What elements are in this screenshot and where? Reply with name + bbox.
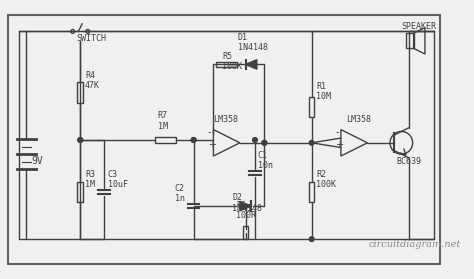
Text: -: - [335, 127, 339, 137]
Bar [243, 226, 248, 239]
Text: LM358: LM358 [346, 115, 372, 124]
Circle shape [253, 138, 257, 142]
Text: R4
47K: R4 47K [85, 71, 100, 90]
Text: C1
10n: C1 10n [258, 151, 273, 170]
Text: R7
1M: R7 1M [158, 111, 168, 131]
Polygon shape [240, 201, 251, 211]
Text: circuitdiagram.net: circuitdiagram.net [368, 240, 461, 249]
Text: R3
1M: R3 1M [85, 170, 95, 189]
Text: 9V: 9V [31, 156, 43, 165]
Text: R6
100R: R6 100R [236, 201, 256, 220]
Circle shape [191, 138, 196, 142]
Text: BC639: BC639 [397, 157, 421, 165]
Text: D2
1N4148: D2 1N4148 [232, 193, 262, 213]
Text: SWITCH: SWITCH [76, 34, 107, 43]
Bar [77, 182, 83, 202]
Text: LM358: LM358 [213, 115, 238, 124]
Circle shape [78, 138, 82, 142]
Bar [77, 82, 83, 103]
Text: -: - [208, 127, 211, 137]
Text: +: + [335, 140, 343, 150]
Text: R1
10M: R1 10M [316, 82, 331, 101]
Bar [216, 62, 237, 67]
Text: SPEAKER: SPEAKER [401, 23, 437, 32]
Bar [309, 182, 314, 202]
Polygon shape [246, 60, 257, 69]
Bar [309, 97, 314, 117]
Circle shape [309, 237, 314, 242]
Text: C3
10uF: C3 10uF [108, 170, 128, 189]
Text: R2
100K: R2 100K [316, 170, 337, 189]
Circle shape [191, 138, 196, 142]
Circle shape [262, 140, 267, 145]
Bar [155, 137, 176, 143]
Text: C2
1n: C2 1n [175, 184, 185, 203]
Bar [406, 33, 414, 48]
Circle shape [262, 140, 267, 145]
Text: +: + [208, 140, 216, 150]
Circle shape [309, 140, 314, 145]
Text: D1
1N4148: D1 1N4148 [238, 33, 268, 52]
Circle shape [78, 138, 82, 142]
Text: R5
100K: R5 100K [222, 52, 242, 71]
